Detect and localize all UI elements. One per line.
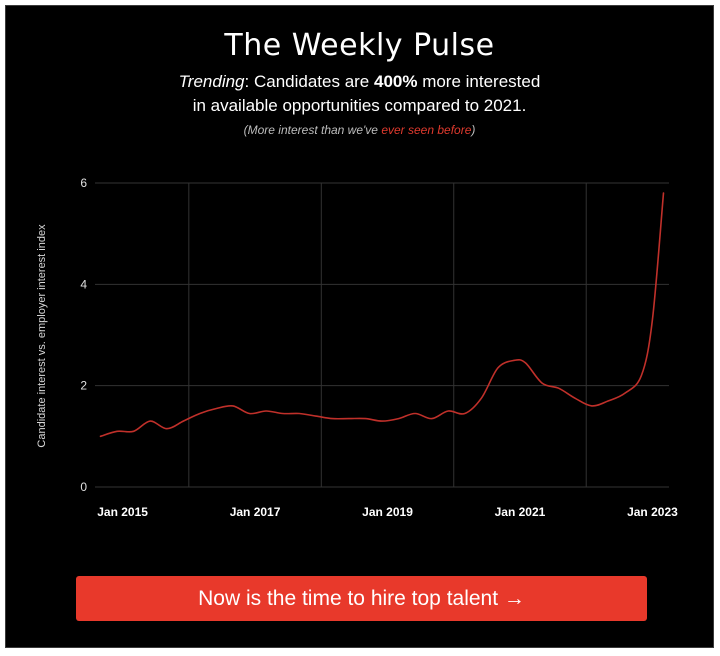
y-tick-label: 2: [80, 379, 87, 393]
trend-prefix: Trending: [178, 72, 245, 91]
trend-suffix: more interested: [417, 72, 541, 91]
y-tick-label: 6: [80, 176, 87, 190]
trend-line-2: in available opportunities compared to 2…: [192, 96, 527, 115]
x-tick-label: Jan 2019: [362, 505, 413, 519]
x-tick-label: Jan 2023: [627, 505, 678, 519]
interest-note: (More interest than we've ever seen befo…: [6, 123, 713, 137]
note-open: (More interest than we've: [243, 123, 382, 137]
chart-grid: [95, 182, 669, 488]
note-close: ): [471, 123, 476, 137]
y-axis-ticks: 0 2 4 6: [80, 176, 87, 494]
y-tick-label: 0: [80, 480, 87, 494]
y-axis-label: Candidate interest vs. employer interest…: [36, 224, 48, 448]
pulse-card: The Weekly Pulse Trending: Candidates ar…: [5, 5, 714, 648]
page-title: The Weekly Pulse: [224, 28, 495, 63]
note-highlight: ever seen before: [381, 123, 472, 137]
hire-talent-button[interactable]: Now is the time to hire top talent →: [76, 576, 647, 621]
x-tick-label: Jan 2017: [230, 505, 281, 519]
y-tick-label: 4: [80, 277, 87, 291]
series-line: [99, 192, 665, 438]
trend-percent: 400%: [373, 72, 418, 91]
trend-line-1: Trending: Candidates are 400% more inter…: [6, 72, 713, 92]
x-axis-ticks: Jan 2015 Jan 2017 Jan 2019 Jan 2021 Jan 2023: [97, 505, 678, 519]
x-tick-label: Jan 2015: [97, 505, 148, 519]
trend-mid: : Candidates are: [244, 72, 374, 91]
x-tick-label: Jan 2021: [495, 505, 546, 519]
